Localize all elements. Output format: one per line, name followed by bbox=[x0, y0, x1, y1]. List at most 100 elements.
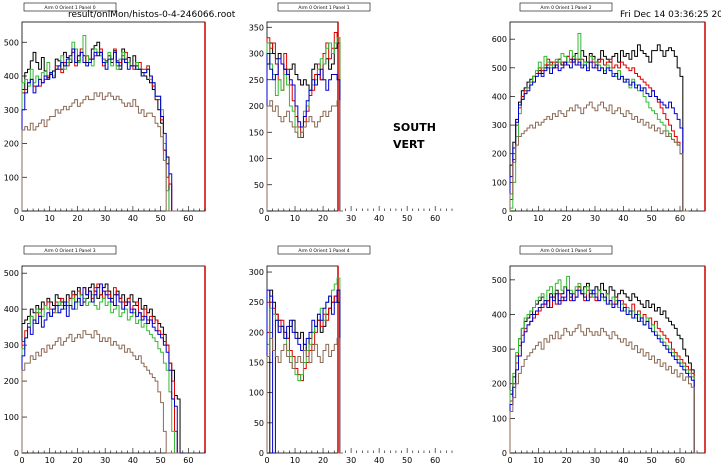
x-tick-label: 20 bbox=[72, 456, 82, 464]
x-tick-label: 60 bbox=[430, 456, 440, 464]
y-tick-label: 500 bbox=[492, 276, 507, 285]
panel-title-box bbox=[23, 245, 117, 255]
panel-title: Arm 0 Orient 1 Panel 3 bbox=[44, 248, 95, 254]
panel-title: Arm 0 Orient 1 Panel 5 bbox=[540, 248, 591, 254]
x-tick-label: 10 bbox=[533, 456, 543, 464]
x-tick-label: 30 bbox=[100, 214, 110, 223]
series-red bbox=[21, 283, 183, 454]
y-tick-label: 200 bbox=[4, 140, 19, 149]
y-tick-label: 300 bbox=[4, 341, 19, 350]
x-tick-label: 10 bbox=[290, 456, 300, 464]
x-tick-label: 0 bbox=[264, 214, 269, 223]
x-tick-label: 60 bbox=[430, 214, 440, 223]
y-tick-label: 150 bbox=[249, 359, 264, 368]
y-tick-label: 150 bbox=[249, 128, 264, 137]
x-tick-label: 20 bbox=[72, 214, 82, 223]
series-brown bbox=[21, 330, 181, 454]
y-tick-label: 250 bbox=[249, 298, 264, 307]
x-tick-label: 30 bbox=[100, 456, 110, 464]
x-tick-label: 20 bbox=[562, 456, 572, 464]
series-green bbox=[266, 37, 343, 212]
x-tick-label: 40 bbox=[618, 214, 628, 223]
x-tick-label: 60 bbox=[183, 214, 193, 223]
series-black bbox=[509, 44, 689, 212]
series-brown bbox=[21, 92, 181, 212]
y-tick-label: 200 bbox=[249, 328, 264, 337]
y-tick-label: 0 bbox=[14, 207, 19, 216]
x-tick-label: 0 bbox=[507, 456, 512, 464]
x-tick-label: 50 bbox=[402, 214, 412, 223]
panel-title: Arm 0 Orient 1 Panel 0 bbox=[44, 5, 95, 11]
annotation-vert: VERT bbox=[393, 138, 425, 151]
x-tick-label: 20 bbox=[562, 214, 572, 223]
series-black bbox=[21, 283, 183, 454]
panel-title-box bbox=[23, 2, 117, 12]
y-tick-label: 50 bbox=[254, 419, 264, 428]
x-tick-label: 40 bbox=[128, 456, 138, 464]
y-tick-label: 600 bbox=[492, 35, 507, 44]
x-tick-label: 10 bbox=[45, 214, 55, 223]
series-blue bbox=[266, 289, 343, 454]
panel-title: Arm 0 Orient 1 Panel 4 bbox=[298, 248, 349, 254]
x-tick-label: 20 bbox=[318, 456, 328, 464]
x-tick-label: 60 bbox=[675, 456, 685, 464]
plot-frame bbox=[509, 21, 706, 212]
x-tick-label: 40 bbox=[374, 456, 384, 464]
y-tick-label: 400 bbox=[492, 92, 507, 101]
y-tick-label: 200 bbox=[492, 150, 507, 159]
y-tick-label: 50 bbox=[254, 181, 264, 190]
y-tick-label: 400 bbox=[4, 72, 19, 81]
y-tick-label: 0 bbox=[259, 207, 264, 216]
x-tick-label: 40 bbox=[374, 214, 384, 223]
y-tick-label: 300 bbox=[4, 106, 19, 115]
series-blue bbox=[509, 289, 697, 454]
series-green bbox=[21, 294, 183, 454]
x-tick-label: 60 bbox=[675, 214, 685, 223]
series-brown bbox=[266, 337, 343, 454]
series-black bbox=[266, 42, 343, 212]
x-tick-label: 10 bbox=[533, 214, 543, 223]
panel-title-box bbox=[519, 2, 613, 12]
series-red bbox=[21, 48, 181, 212]
panel-title: Arm 0 Orient 1 Panel 1 bbox=[298, 5, 349, 11]
x-tick-label: 10 bbox=[45, 456, 55, 464]
x-tick-label: 40 bbox=[618, 456, 628, 464]
y-tick-label: 0 bbox=[502, 449, 507, 458]
y-tick-label: 500 bbox=[4, 38, 19, 47]
x-tick-label: 50 bbox=[647, 456, 657, 464]
x-tick-label: 50 bbox=[156, 456, 166, 464]
y-tick-label: 300 bbox=[249, 50, 264, 59]
x-tick-label: 50 bbox=[156, 214, 166, 223]
x-tick-label: 10 bbox=[290, 214, 300, 223]
series-blue bbox=[509, 58, 689, 212]
panel-title-box bbox=[519, 245, 613, 255]
y-tick-label: 100 bbox=[492, 414, 507, 423]
y-tick-label: 400 bbox=[4, 305, 19, 314]
y-tick-label: 0 bbox=[259, 449, 264, 458]
y-tick-label: 300 bbox=[249, 268, 264, 277]
y-tick-label: 200 bbox=[4, 377, 19, 386]
y-tick-label: 350 bbox=[249, 23, 264, 32]
x-tick-label: 60 bbox=[183, 456, 193, 464]
y-tick-label: 300 bbox=[492, 345, 507, 354]
y-tick-label: 500 bbox=[4, 269, 19, 278]
series-brown bbox=[509, 324, 697, 454]
x-tick-label: 30 bbox=[590, 456, 600, 464]
x-tick-label: 0 bbox=[19, 456, 24, 464]
y-tick-label: 100 bbox=[4, 173, 19, 182]
y-tick-label: 100 bbox=[249, 389, 264, 398]
y-tick-label: 300 bbox=[492, 121, 507, 130]
file-path-label: result/onlMon/histos-0-4-246066.root bbox=[68, 10, 236, 20]
x-tick-label: 30 bbox=[346, 214, 356, 223]
x-tick-label: 50 bbox=[402, 456, 412, 464]
series-blue bbox=[266, 53, 343, 212]
y-tick-label: 100 bbox=[492, 178, 507, 187]
series-brown bbox=[266, 100, 343, 212]
x-tick-label: 40 bbox=[128, 214, 138, 223]
series-green bbox=[509, 32, 689, 212]
x-tick-label: 50 bbox=[647, 214, 657, 223]
x-tick-label: 30 bbox=[346, 456, 356, 464]
y-tick-label: 500 bbox=[492, 64, 507, 73]
y-tick-label: 200 bbox=[249, 102, 264, 111]
panel-title-box bbox=[277, 2, 371, 12]
